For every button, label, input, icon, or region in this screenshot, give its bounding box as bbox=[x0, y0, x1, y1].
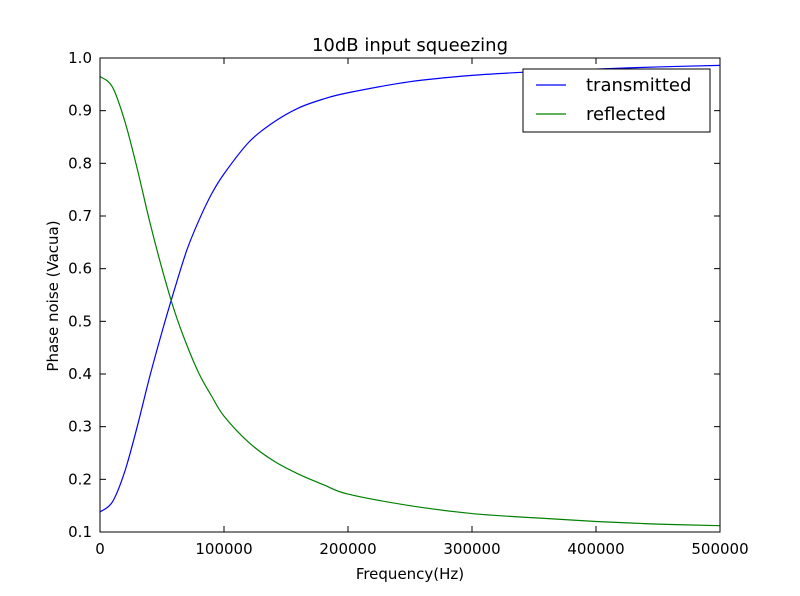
ticks-layer: 0 100000 200000 300000 400000 500000 0.1 0.2 0.3… bbox=[68, 49, 748, 558]
y-tick-label: 0.2 bbox=[68, 470, 92, 488]
x-tick-label: 300000 bbox=[443, 540, 500, 558]
y-tick-label: 0.7 bbox=[68, 207, 92, 225]
plot-frame bbox=[99, 57, 721, 533]
x-tick-label: 0 bbox=[95, 540, 105, 558]
x-tick-label: 200000 bbox=[319, 540, 376, 558]
y-tick-label: 0.5 bbox=[68, 312, 92, 330]
x-tick-label: 400000 bbox=[567, 540, 624, 558]
y-tick-label: 0.1 bbox=[68, 523, 92, 541]
series-layer bbox=[99, 64, 721, 527]
y-axis-label: Phase noise (Vacua) bbox=[44, 220, 62, 371]
series-line-transmitted bbox=[99, 64, 721, 513]
legend-label-reflected: reflected bbox=[586, 104, 666, 125]
legend: transmitted reflected bbox=[522, 68, 711, 133]
legend-label-transmitted: transmitted bbox=[586, 75, 691, 96]
y-tick-label: 0.3 bbox=[68, 418, 92, 436]
x-axis-label: Frequency(Hz) bbox=[356, 565, 464, 583]
series-line-reflected bbox=[99, 75, 721, 527]
y-tick-label: 1.0 bbox=[68, 49, 92, 67]
y-tick-label: 0.8 bbox=[68, 154, 92, 172]
x-tick-label: 500000 bbox=[691, 540, 748, 558]
y-tick-label: 0.6 bbox=[68, 260, 92, 278]
y-tick-label: 0.9 bbox=[68, 102, 92, 120]
x-tick-label: 100000 bbox=[195, 540, 252, 558]
chart-title: 10dB input squeezing bbox=[312, 35, 508, 56]
y-tick-label: 0.4 bbox=[68, 365, 92, 383]
legend-box bbox=[522, 68, 711, 133]
